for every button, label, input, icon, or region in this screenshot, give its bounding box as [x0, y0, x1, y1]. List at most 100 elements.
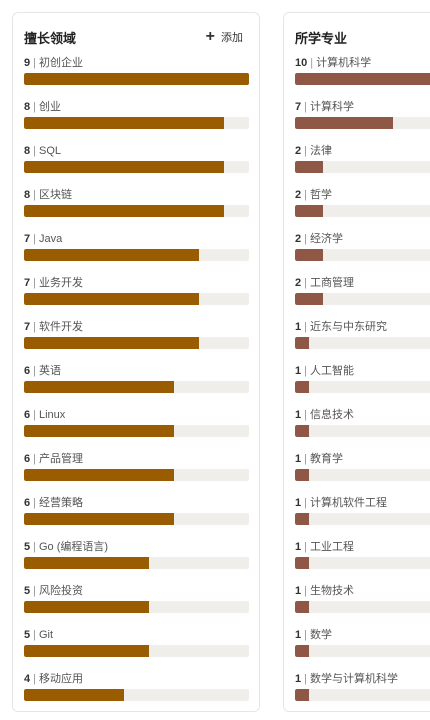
- item-text: Linux: [38, 409, 66, 421]
- item-label: 2 | 法律: [295, 144, 430, 159]
- item-label: 9 | 初创企业: [24, 56, 249, 71]
- item-count: 5: [24, 585, 31, 597]
- item-label: 7 | 计算科学: [295, 100, 430, 115]
- separator: |: [33, 233, 36, 245]
- bar-track: [295, 117, 430, 129]
- bar-fill: [24, 557, 149, 569]
- separator: |: [33, 145, 36, 157]
- item-count: 9: [24, 57, 31, 69]
- majors-title: 所学专业: [295, 30, 348, 46]
- bar-track: [295, 381, 430, 393]
- item-count: 7: [295, 101, 302, 113]
- separator: |: [304, 409, 307, 421]
- skills-card: 擅长领域 + 添加 9 | 初创企业 8 | 创业 8 | SQL 8 | 区块链 7 | Java 7 | 业务…: [12, 12, 260, 712]
- separator: |: [33, 541, 36, 553]
- bar-track: [24, 73, 249, 85]
- item-count: 8: [24, 189, 31, 201]
- item-text: 初创企业: [38, 57, 83, 69]
- bar-fill: [24, 205, 224, 217]
- item-label: 5 | 风险投资: [24, 584, 249, 599]
- add-skill-button[interactable]: + 添加: [206, 29, 243, 45]
- separator: |: [33, 673, 36, 685]
- bar-track: [295, 161, 430, 173]
- bar-track: [295, 689, 430, 701]
- list-item: 1 | 数学与计算机科学: [295, 672, 430, 716]
- item-count: 1: [295, 453, 302, 465]
- item-text: 软件开发: [38, 321, 83, 333]
- bar-track: [24, 381, 249, 393]
- bar-fill: [295, 249, 323, 261]
- bar-fill: [295, 689, 309, 701]
- separator: |: [33, 585, 36, 597]
- item-count: 7: [24, 321, 31, 333]
- list-item: 8 | SQL: [24, 144, 249, 188]
- bar-fill: [295, 73, 430, 85]
- item-text: 信息技术: [309, 409, 354, 421]
- item-text: 近东与中东研究: [309, 321, 387, 333]
- bar-fill: [24, 161, 224, 173]
- list-item: 2 | 哲学: [295, 188, 430, 232]
- list-item: 8 | 创业: [24, 100, 249, 144]
- bar-fill: [24, 425, 174, 437]
- item-label: 1 | 工业工程: [295, 540, 430, 555]
- bar-fill: [24, 73, 249, 85]
- item-count: 1: [295, 409, 302, 421]
- bar-fill: [295, 601, 309, 613]
- separator: |: [304, 189, 307, 201]
- item-label: 2 | 工商管理: [295, 276, 430, 291]
- skills-list: 9 | 初创企业 8 | 创业 8 | SQL 8 | 区块链 7 | Java 7 | 业务开发 7 | 软件开发 6 |…: [24, 56, 249, 716]
- item-count: 4: [24, 673, 31, 685]
- item-text: Go (编程语言): [38, 541, 109, 553]
- item-label: 1 | 数学与计算机科学: [295, 672, 430, 687]
- item-label: 4 | 移动应用: [24, 672, 249, 687]
- list-item: 1 | 数学: [295, 628, 430, 672]
- item-count: 8: [24, 101, 31, 113]
- separator: |: [33, 321, 36, 333]
- item-text: Git: [38, 629, 54, 641]
- separator: |: [33, 189, 36, 201]
- item-count: 7: [24, 233, 31, 245]
- bar-track: [295, 425, 430, 437]
- separator: |: [304, 673, 307, 685]
- bar-track: [24, 117, 249, 129]
- separator: |: [33, 409, 36, 421]
- item-text: 计算机科学: [316, 57, 372, 69]
- separator: |: [33, 453, 36, 465]
- list-item: 5 | Go (编程语言): [24, 540, 249, 584]
- item-text: 经济学: [309, 233, 343, 245]
- plus-icon: +: [205, 28, 215, 45]
- item-label: 7 | 业务开发: [24, 276, 249, 291]
- item-label: 1 | 人工智能: [295, 364, 430, 379]
- list-item: 2 | 法律: [295, 144, 430, 188]
- item-text: 产品管理: [38, 453, 83, 465]
- item-text: 生物技术: [309, 585, 354, 597]
- list-item: 7 | 计算科学: [295, 100, 430, 144]
- bar-track: [295, 557, 430, 569]
- bar-fill: [295, 557, 309, 569]
- list-item: 5 | 风险投资: [24, 584, 249, 628]
- bar-fill: [24, 689, 124, 701]
- item-count: 6: [24, 453, 31, 465]
- bar-fill: [24, 293, 199, 305]
- item-count: 2: [295, 277, 302, 289]
- bar-fill: [295, 381, 309, 393]
- list-item: 6 | 英语: [24, 364, 249, 408]
- item-label: 6 | 英语: [24, 364, 249, 379]
- bar-fill: [24, 513, 174, 525]
- bar-track: [24, 601, 249, 613]
- item-label: 6 | Linux: [24, 408, 249, 423]
- list-item: 1 | 计算机软件工程: [295, 496, 430, 540]
- bar-track: [295, 337, 430, 349]
- item-text: 计算科学: [309, 101, 354, 113]
- separator: |: [33, 497, 36, 509]
- bar-fill: [295, 513, 309, 525]
- list-item: 1 | 工业工程: [295, 540, 430, 584]
- item-text: 法律: [309, 145, 332, 157]
- separator: |: [310, 57, 314, 69]
- list-item: 7 | Java: [24, 232, 249, 276]
- item-label: 8 | SQL: [24, 144, 249, 159]
- bar-track: [295, 601, 430, 613]
- item-text: 教育学: [309, 453, 343, 465]
- item-text: 业务开发: [38, 277, 83, 289]
- item-text: 数学与计算机科学: [309, 673, 398, 685]
